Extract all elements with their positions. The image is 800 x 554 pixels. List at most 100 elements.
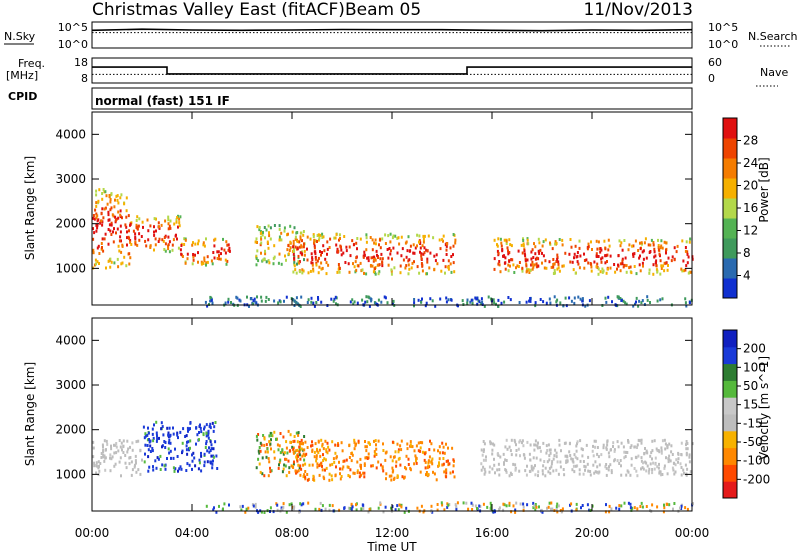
velocity-cell: [444, 469, 447, 473]
velocity-cell: [449, 471, 452, 475]
velocity-cell: [411, 445, 414, 449]
velocity-cell: [151, 432, 154, 436]
velocity-cell: [160, 421, 163, 425]
velocity-cell: [110, 444, 112, 448]
plot-title: Christmas Valley East (fitACF): [92, 0, 345, 20]
power-cell: [313, 246, 316, 250]
velocity-cell: [191, 459, 194, 463]
velocity-cell: [168, 426, 171, 430]
velocity-cell: [259, 470, 262, 474]
velocity-cell: [638, 439, 641, 443]
power-cell: [113, 261, 116, 265]
power-cell: [652, 243, 655, 247]
velocity-cell: [445, 471, 448, 475]
velocity-cell: [645, 505, 648, 508]
power-cell: [604, 247, 607, 251]
power-cell: [261, 233, 264, 237]
power-cell: [579, 254, 582, 258]
velocity-cell: [133, 465, 136, 469]
velocity-cell: [523, 456, 526, 460]
power-cell: [504, 267, 507, 271]
power-cell: [585, 258, 588, 262]
power-cell: [541, 251, 543, 255]
power-cell: [609, 266, 612, 270]
velocity-cell: [305, 452, 308, 456]
power-cell: [365, 248, 368, 252]
power-cell: [554, 240, 557, 244]
velocity-cell: [629, 506, 632, 510]
power-cell: [96, 226, 99, 230]
power-cell: [481, 300, 484, 304]
velocity-cell: [353, 438, 356, 442]
power-cell: [149, 246, 152, 249]
power-cell: [161, 238, 164, 242]
velocity-cell: [208, 450, 211, 454]
velocity-cell: [266, 450, 269, 454]
velocity-cell: [93, 461, 96, 465]
power-cell: [584, 304, 587, 308]
nsearch-tick-top: 10^5: [708, 21, 738, 34]
power-cell: [326, 252, 328, 256]
power-cell: [392, 234, 395, 238]
velocity-cell: [328, 472, 331, 476]
velocity-cell: [677, 460, 679, 464]
power-cell: [209, 299, 212, 303]
velocity-cell: [503, 503, 506, 507]
velocity-cell: [432, 470, 434, 474]
power-cell: [277, 301, 280, 305]
power-cell: [301, 250, 304, 254]
power-cell: [445, 300, 448, 304]
power-cell: [294, 268, 297, 272]
velocity-cell: [152, 468, 155, 472]
velocity-colorbar-label: -100: [743, 454, 770, 468]
velocity-cell: [518, 440, 521, 444]
velocity-colorbar-swatch: [723, 481, 737, 499]
velocity-cell: [293, 439, 296, 443]
velocity-cell: [446, 505, 449, 509]
velocity-cell: [292, 447, 295, 451]
power-cell: [373, 241, 376, 245]
power-cell: [508, 238, 511, 242]
power-cell: [321, 266, 324, 270]
velocity-cell: [295, 449, 298, 453]
velocity-cell: [295, 455, 298, 459]
power-cell: [300, 252, 303, 256]
power-cell: [100, 242, 103, 245]
power-cell: [653, 247, 656, 251]
power-cell: [141, 220, 144, 224]
velocity-cell: [533, 448, 536, 452]
power-cell: [210, 259, 213, 263]
velocity-cell: [455, 505, 458, 509]
velocity-cell: [172, 432, 175, 436]
power-cell: [291, 250, 294, 253]
velocity-cell: [666, 472, 669, 476]
velocity-cell: [415, 461, 418, 465]
velocity-cell: [510, 510, 513, 514]
velocity-cell: [290, 464, 293, 468]
velocity-cell: [380, 463, 382, 467]
power-cell: [637, 249, 640, 252]
power-cell: [191, 262, 194, 266]
time-tick-label: 00:00: [75, 526, 110, 540]
power-cell: [303, 258, 305, 262]
velocity-cell: [526, 440, 529, 444]
power-cell: [407, 235, 410, 239]
velocity-cell: [420, 504, 423, 508]
power-cell: [293, 256, 296, 260]
power-cell: [447, 267, 450, 271]
power-cell: [521, 266, 524, 270]
power-cell: [101, 197, 104, 201]
velocity-cell: [651, 471, 654, 475]
power-cell: [168, 224, 171, 228]
power-cell: [278, 235, 281, 239]
velocity-cell: [361, 503, 364, 507]
power-cell: [606, 253, 609, 257]
power-cell: [557, 266, 560, 270]
power-cell: [413, 260, 415, 264]
velocity-cell: [664, 447, 667, 451]
power-cell: [572, 268, 575, 272]
power-cell: [129, 239, 132, 242]
velocity-cell: [555, 455, 558, 459]
velocity-cell: [100, 456, 103, 459]
power-cell: [424, 304, 427, 308]
